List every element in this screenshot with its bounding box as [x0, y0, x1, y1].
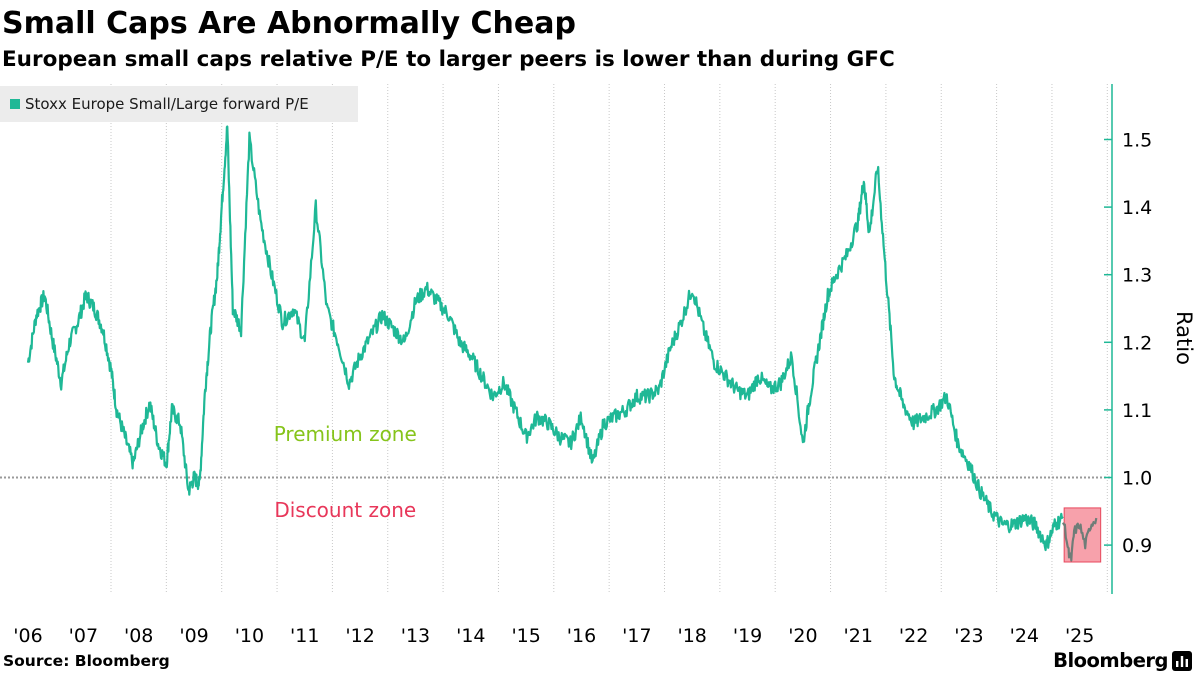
x-tick-label: '06 — [13, 625, 42, 647]
y-tick-label: 1.3 — [1122, 265, 1152, 287]
x-tick-label: '07 — [69, 625, 98, 647]
x-tick-label: '22 — [899, 625, 928, 647]
x-tick-label: '16 — [567, 625, 596, 647]
x-tick-label: '21 — [844, 625, 873, 647]
chart-subtitle: European small caps relative P/E to larg… — [2, 47, 895, 72]
x-tick-label: '15 — [511, 625, 540, 647]
legend-label: Stoxx Europe Small/Large forward P/E — [25, 95, 309, 113]
y-tick-label: 1.5 — [1122, 130, 1152, 152]
x-tick-label: '25 — [1065, 625, 1094, 647]
x-tick-label: '11 — [290, 625, 319, 647]
x-tick-label: '17 — [622, 625, 651, 647]
legend: Stoxx Europe Small/Large forward P/E — [0, 86, 358, 122]
y-axis-title: Ratio — [1172, 311, 1196, 365]
y-tick-label: 1.1 — [1122, 400, 1152, 422]
brand-name: Bloomberg — [1053, 649, 1168, 672]
x-tick-label: '18 — [677, 625, 706, 647]
x-tick-label: '10 — [235, 625, 264, 647]
x-tick-label: '23 — [954, 625, 983, 647]
annotation-discount-zone: Discount zone — [274, 498, 416, 522]
brand-logo: Bloomberg — [1053, 648, 1192, 674]
x-tick-label: '12 — [345, 625, 374, 647]
terminal-icon — [1172, 651, 1192, 671]
x-tick-label: '20 — [788, 625, 817, 647]
annotation-premium-zone: Premium zone — [274, 422, 417, 446]
y-tick-label: 1.0 — [1122, 468, 1152, 490]
x-tick-label: '24 — [1010, 625, 1039, 647]
y-tick-label: 0.9 — [1122, 535, 1152, 557]
x-tick-label: '13 — [401, 625, 430, 647]
y-tick-label: 1.2 — [1122, 332, 1152, 354]
source-note: Source: Bloomberg — [3, 652, 170, 670]
x-tick-label: '09 — [179, 625, 208, 647]
chart-title: Small Caps Are Abnormally Cheap — [2, 6, 576, 41]
legend-swatch — [10, 99, 20, 109]
series-line — [26, 125, 1064, 552]
x-tick-label: '19 — [733, 625, 762, 647]
x-tick-label: '14 — [456, 625, 485, 647]
x-tick-label: '08 — [124, 625, 153, 647]
highlighted-series-line — [1062, 517, 1098, 562]
y-tick-label: 1.4 — [1122, 197, 1152, 219]
